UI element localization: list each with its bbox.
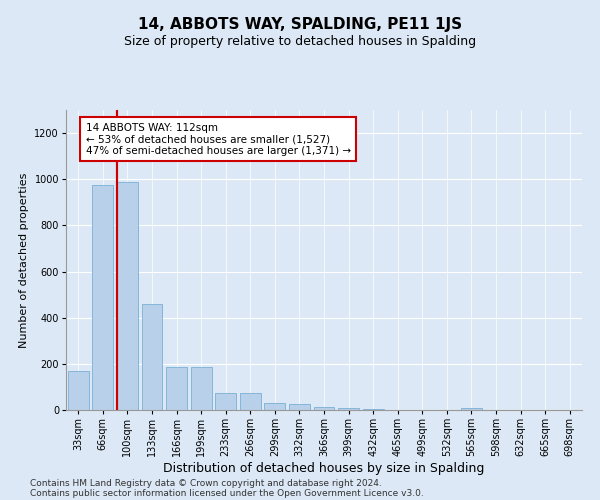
Bar [289, 404, 310, 410]
Y-axis label: Number of detached properties: Number of detached properties [19, 172, 29, 348]
Bar [117, 182, 138, 410]
Text: Contains HM Land Registry data © Crown copyright and database right 2024.: Contains HM Land Registry data © Crown c… [30, 478, 382, 488]
Bar [92, 185, 113, 410]
Bar [166, 368, 187, 410]
Bar [314, 406, 334, 410]
Bar [142, 304, 163, 410]
Text: 14, ABBOTS WAY, SPALDING, PE11 1JS: 14, ABBOTS WAY, SPALDING, PE11 1JS [138, 18, 462, 32]
Text: 14 ABBOTS WAY: 112sqm
← 53% of detached houses are smaller (1,527)
47% of semi-d: 14 ABBOTS WAY: 112sqm ← 53% of detached … [86, 122, 351, 156]
Bar [191, 368, 212, 410]
Bar [68, 371, 89, 410]
Bar [240, 392, 261, 410]
Bar [362, 409, 383, 410]
Text: Size of property relative to detached houses in Spalding: Size of property relative to detached ho… [124, 35, 476, 48]
Text: Contains public sector information licensed under the Open Government Licence v3: Contains public sector information licen… [30, 488, 424, 498]
Bar [461, 408, 482, 410]
Bar [265, 403, 286, 410]
Bar [338, 408, 359, 410]
X-axis label: Distribution of detached houses by size in Spalding: Distribution of detached houses by size … [163, 462, 485, 475]
Bar [215, 392, 236, 410]
